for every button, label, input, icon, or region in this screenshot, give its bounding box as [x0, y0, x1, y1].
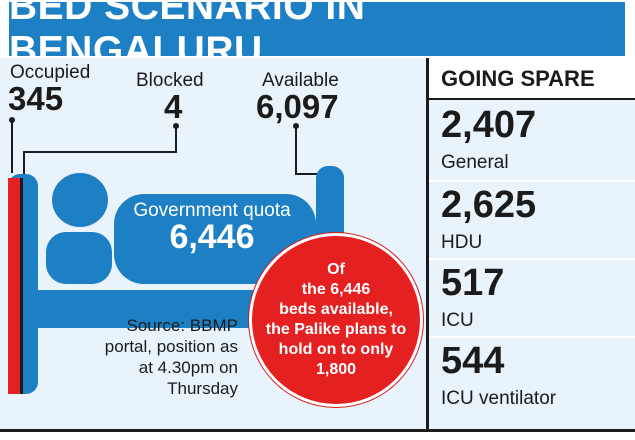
callout-line: Of	[327, 261, 345, 278]
spare-label: ICU	[441, 310, 474, 331]
spare-label: HDU	[441, 232, 483, 253]
available-label: Available	[262, 70, 339, 91]
occupied-dot	[9, 117, 15, 123]
spare-item-icu-ventilator: 544 ICU ventilator	[429, 338, 635, 429]
callout-line: 1,800	[315, 361, 357, 378]
source-line: at 4.30pm on	[138, 358, 238, 377]
blocked-dot	[173, 123, 179, 129]
panel-divider	[426, 58, 429, 430]
spare-label: ICU ventilator	[441, 388, 557, 409]
available-dot	[293, 123, 299, 129]
spare-value: 517	[441, 262, 505, 304]
blocked-value: 4	[164, 88, 183, 125]
callout-text: Of the 6,446 beds available, the Palike …	[261, 260, 411, 380]
title-bar: BED SCENARIO IN BENGALURU	[0, 0, 635, 72]
callout-line: hold on to only	[278, 341, 394, 358]
spare-value: 2,625	[441, 184, 537, 226]
occupied-value: 345	[8, 80, 64, 117]
person-head	[52, 173, 108, 227]
spare-value: 544	[441, 340, 505, 382]
callout-line: the Palike plans to	[265, 321, 407, 338]
source-line: portal, position as	[104, 337, 238, 356]
callout-line: beds available,	[279, 301, 393, 318]
spare-item-general: 2,407 General	[429, 100, 635, 182]
spare-separator	[429, 336, 635, 338]
quota-value: 6,446	[169, 218, 255, 256]
person-body	[46, 232, 112, 284]
blocked-segment	[20, 178, 23, 394]
bottom-rule	[0, 429, 635, 432]
blocked-label: Blocked	[136, 70, 204, 91]
available-leader	[295, 126, 324, 175]
source-line: Thursday	[167, 379, 238, 398]
occupied-segment	[8, 178, 20, 394]
quota-label: Government quota	[133, 200, 291, 221]
spare-item-hdu: 2,625 HDU	[429, 182, 635, 260]
callout-circle: Of the 6,446 beds available, the Palike …	[249, 233, 423, 407]
spare-label: General	[441, 152, 509, 173]
spare-separator	[429, 258, 635, 260]
going-spare-heading: GOING SPARE	[441, 66, 595, 91]
source-line: Source: BBMP	[126, 316, 239, 335]
spare-item-icu: 517 ICU	[429, 260, 635, 338]
blanket	[114, 194, 316, 284]
blocked-leader	[23, 126, 177, 178]
title-box: BED SCENARIO IN BENGALURU	[9, 0, 625, 72]
page-title: BED SCENARIO IN BENGALURU	[9, 0, 366, 72]
callout-line: the 6,446	[301, 281, 371, 298]
occupied-label: Occupied	[10, 62, 91, 83]
source-note: Source: BBMP portal, position as at 4.30…	[92, 315, 238, 399]
spare-separator	[429, 180, 635, 182]
going-spare-rule	[429, 98, 635, 100]
leader-lines	[11, 120, 324, 178]
available-value: 6,097	[256, 88, 339, 125]
spare-value: 2,407	[441, 104, 537, 146]
